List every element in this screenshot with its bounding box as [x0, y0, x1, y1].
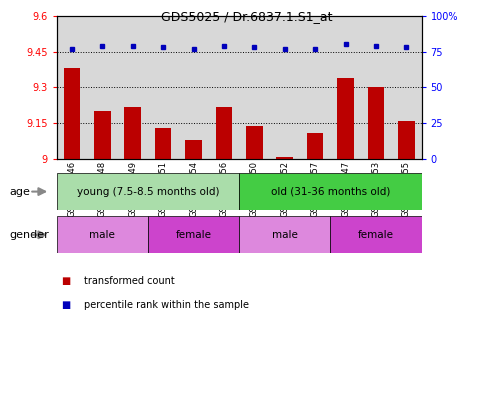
Text: transformed count: transformed count	[84, 276, 175, 286]
Text: percentile rank within the sample: percentile rank within the sample	[84, 299, 249, 310]
Bar	[246, 126, 263, 159]
Text: female: female	[358, 230, 394, 240]
Bar	[64, 68, 80, 159]
Text: male: male	[272, 230, 298, 240]
Bar	[368, 87, 384, 159]
Bar	[124, 107, 141, 159]
Text: GDS5025 / Dr.6837.1.S1_at: GDS5025 / Dr.6837.1.S1_at	[161, 10, 332, 23]
Text: old (31-36 months old): old (31-36 months old)	[271, 187, 390, 196]
Text: young (7.5-8.5 months old): young (7.5-8.5 months old)	[76, 187, 219, 196]
Bar	[185, 140, 202, 159]
Text: ■: ■	[62, 299, 71, 310]
Bar	[215, 107, 232, 159]
Bar	[148, 216, 239, 253]
Text: female: female	[176, 230, 211, 240]
Bar	[94, 111, 110, 159]
Bar	[307, 133, 323, 159]
Bar	[337, 78, 354, 159]
Bar	[330, 216, 422, 253]
Bar	[277, 157, 293, 159]
Bar	[155, 128, 172, 159]
Bar	[239, 216, 330, 253]
Text: age: age	[10, 187, 31, 196]
Bar	[398, 121, 415, 159]
Text: ■: ■	[62, 276, 71, 286]
Bar	[57, 173, 239, 210]
Bar	[57, 216, 148, 253]
Text: male: male	[89, 230, 115, 240]
Bar	[239, 173, 422, 210]
Text: gender: gender	[10, 230, 50, 240]
